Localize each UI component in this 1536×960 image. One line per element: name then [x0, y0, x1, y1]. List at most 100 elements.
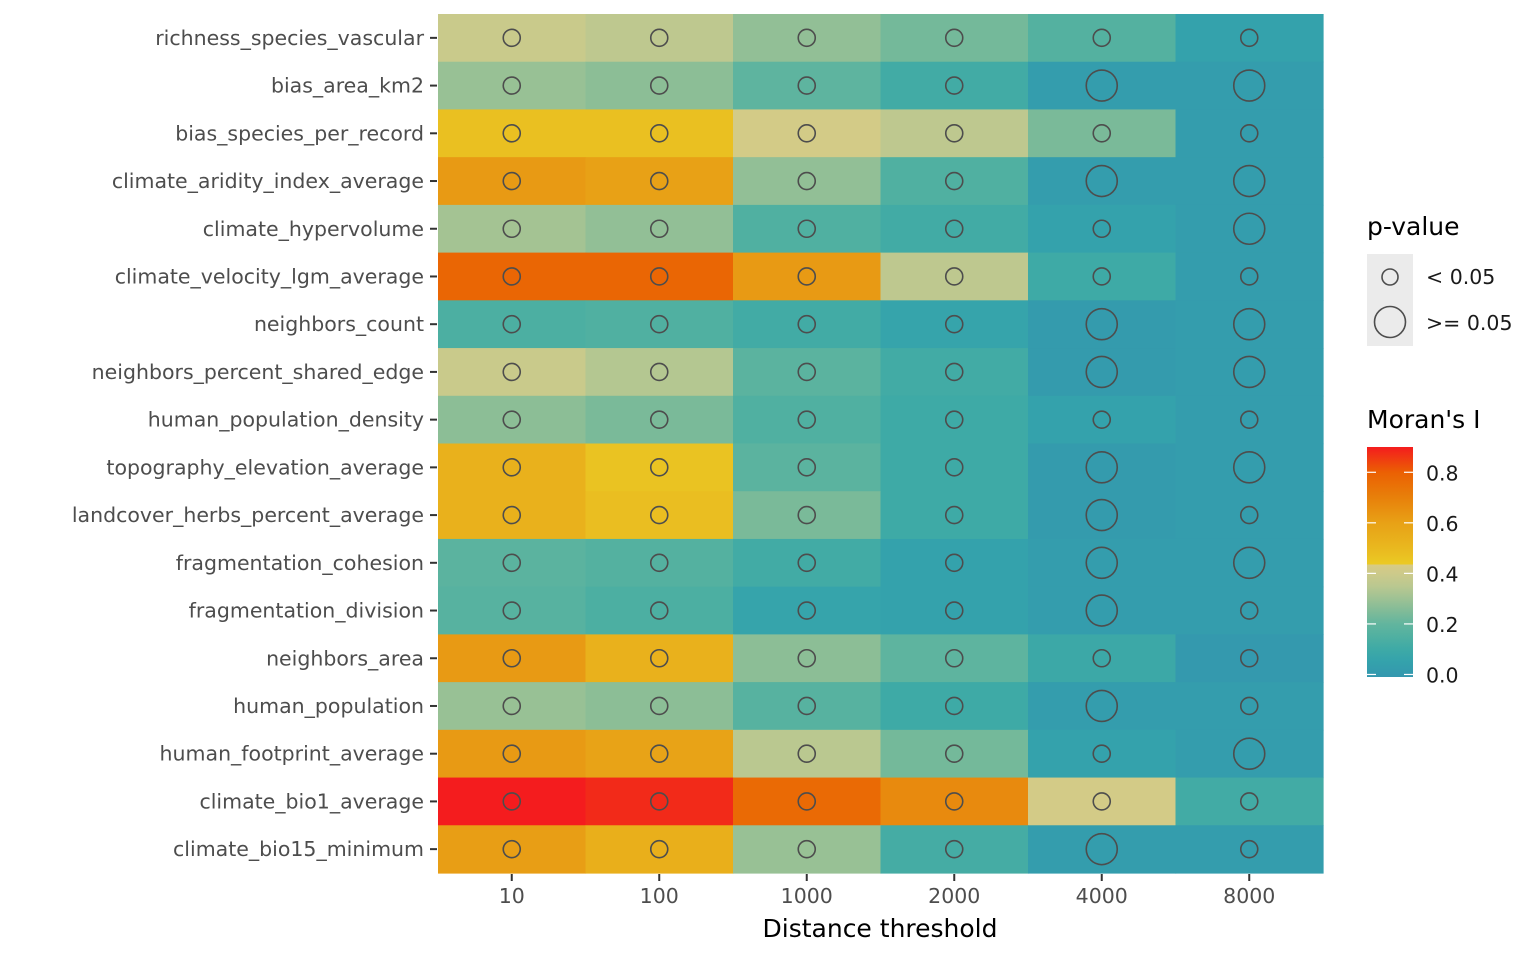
pvalue-point	[1239, 28, 1259, 48]
pvalue-point	[502, 410, 522, 429]
pvalue-point	[797, 219, 817, 239]
heatmap-cell	[1028, 825, 1177, 874]
heatmap-cell	[880, 14, 1029, 63]
heatmap-cell	[733, 729, 882, 779]
heatmap-cell	[1028, 777, 1177, 826]
heatmap-cell	[585, 109, 734, 158]
heatmap-cell	[438, 395, 587, 445]
pvalue-point	[1232, 69, 1266, 102]
heatmap-cell	[733, 825, 882, 874]
pvalue-point	[1232, 451, 1266, 484]
colorbar-tick-label: 0.8	[1426, 461, 1459, 485]
pvalue-point	[944, 219, 964, 239]
y-tick-label: topography_elevation_average	[106, 455, 424, 480]
heatmap-cell	[585, 825, 734, 874]
pvalue-point	[649, 410, 669, 429]
heatmap-cell	[438, 204, 587, 254]
heatmap-cell	[1028, 157, 1177, 206]
heatmap-cell	[1175, 252, 1324, 301]
heatmap-cell	[438, 61, 587, 111]
heatmap-cell	[880, 682, 1029, 731]
pvalue-legend-label: >= 0.05	[1426, 311, 1513, 335]
heatmap-cell	[1175, 395, 1324, 445]
heatmap-cell	[733, 14, 882, 63]
y-axis: richness_species_vascular bias_area_km2bi…	[72, 26, 437, 862]
heatmap-cell	[733, 538, 882, 588]
pvalue-point	[502, 839, 522, 859]
colorbar-tick-label: 0.0	[1426, 663, 1459, 687]
y-tick-label: human_population	[233, 694, 424, 719]
heatmap-cell	[733, 395, 882, 445]
pvalue-point	[649, 553, 669, 573]
heatmap-cell	[1028, 395, 1177, 445]
heatmap-cell	[880, 395, 1029, 445]
pvalue-point	[944, 410, 964, 429]
heatmap-cell	[438, 825, 587, 874]
pvalue-point	[944, 362, 964, 382]
pvalue-point	[1092, 219, 1112, 239]
pvalue-point	[944, 601, 964, 620]
heatmap-cell	[880, 777, 1029, 826]
heatmap-cell	[733, 300, 882, 349]
pvalue-points	[502, 28, 1266, 866]
pvalue-point	[502, 76, 522, 95]
y-tick-label: landcover_herbs_percent_average	[72, 503, 424, 528]
pvalue-legend-title: p-value	[1367, 212, 1460, 241]
y-tick-label: climate_aridity_index_average	[112, 169, 424, 194]
pvalue-point	[1239, 792, 1259, 811]
pvalue-point	[1085, 689, 1119, 723]
heatmap-cell	[585, 61, 734, 111]
heatmap-cell	[1028, 682, 1177, 731]
pvalue-point	[1085, 594, 1119, 627]
heatmap-cell	[438, 157, 587, 206]
heatmap-cell	[1175, 61, 1324, 111]
heatmap-cell	[585, 348, 734, 397]
heatmap-cell	[1028, 348, 1177, 397]
heatmap-cell	[733, 682, 882, 731]
pvalue-point	[797, 362, 817, 382]
x-tick-label: 8000	[1223, 884, 1275, 908]
heatmap-cell	[733, 157, 882, 206]
y-tick-label: fragmentation_cohesion	[176, 551, 424, 576]
x-tick-label: 2000	[928, 884, 980, 908]
pvalue-legend: p-value < 0.05 >= 0.05	[1367, 212, 1513, 346]
y-tick-label: climate_bio15_minimum	[173, 837, 424, 862]
heatmap-cell	[733, 491, 882, 540]
heatmap-cell	[585, 729, 734, 779]
heatmap-cell	[1175, 300, 1324, 349]
heatmap-cell	[880, 729, 1029, 779]
pvalue-point	[1085, 546, 1119, 580]
y-tick-label: bias_area_km2	[271, 74, 424, 99]
heatmap-cell	[880, 491, 1029, 540]
heatmap-cell	[438, 300, 587, 349]
y-tick-label: climate_velocity_lgm_average	[115, 264, 424, 289]
pvalue-point	[502, 28, 522, 48]
heatmap-cell	[1175, 14, 1324, 63]
pvalue-point	[1085, 498, 1119, 532]
heatmap-cell	[438, 14, 587, 63]
pvalue-point	[1092, 410, 1112, 429]
heatmap-cell	[733, 61, 882, 111]
pvalue-point	[1239, 410, 1259, 429]
pvalue-point	[502, 362, 522, 382]
pvalue-point	[1239, 601, 1259, 620]
pvalue-point	[502, 458, 522, 477]
heatmap-cell	[1028, 14, 1177, 63]
pvalue-point	[944, 314, 964, 334]
pvalue-point	[797, 28, 817, 48]
pvalue-point	[944, 28, 964, 48]
x-tick-label: 100	[640, 884, 679, 908]
pvalue-point	[1232, 307, 1266, 341]
heatmap-cell	[733, 586, 882, 635]
pvalue-point	[797, 505, 817, 525]
pvalue-point	[1092, 124, 1112, 143]
pvalue-point	[1239, 505, 1259, 525]
heatmap-cell	[438, 252, 587, 301]
y-tick-label: fragmentation_division	[189, 599, 424, 624]
pvalue-point	[797, 601, 817, 620]
pvalue-point	[797, 171, 817, 191]
pvalue-point	[649, 76, 669, 95]
pvalue-point	[1092, 267, 1112, 286]
pvalue-point	[1232, 212, 1266, 246]
heatmap-cell	[733, 777, 882, 826]
